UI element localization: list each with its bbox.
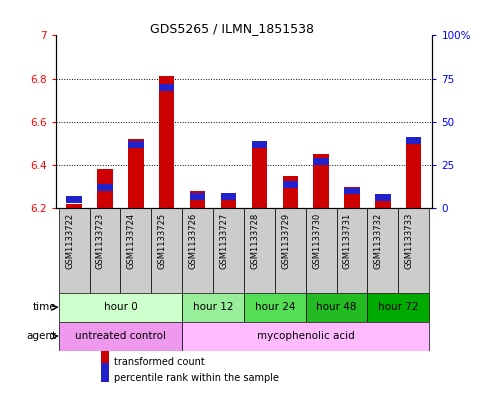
Bar — [97, 169, 113, 208]
Text: hour 24: hour 24 — [255, 302, 295, 312]
Bar — [221, 193, 236, 200]
Bar — [375, 195, 391, 202]
Text: GSM1133729: GSM1133729 — [281, 213, 290, 269]
Text: GSM1133732: GSM1133732 — [374, 213, 383, 269]
Text: transformed count: transformed count — [114, 356, 205, 367]
Text: GSM1133728: GSM1133728 — [250, 213, 259, 269]
Bar — [306, 293, 368, 322]
Text: GSM1133727: GSM1133727 — [219, 213, 228, 269]
Bar — [120, 208, 151, 293]
Bar — [306, 208, 337, 293]
Text: hour 48: hour 48 — [316, 302, 357, 312]
Bar — [128, 141, 143, 148]
Bar — [283, 176, 298, 208]
Bar — [97, 184, 113, 191]
Bar — [66, 204, 82, 208]
Bar — [151, 208, 182, 293]
Bar — [58, 208, 89, 293]
Text: GSM1133726: GSM1133726 — [188, 213, 198, 269]
Bar — [337, 208, 368, 293]
Bar — [58, 322, 182, 351]
Bar — [190, 193, 205, 200]
Bar — [344, 187, 360, 208]
Bar — [182, 322, 429, 351]
Text: GSM1133733: GSM1133733 — [405, 213, 414, 269]
Text: mycophenolic acid: mycophenolic acid — [257, 331, 355, 341]
Bar — [398, 208, 429, 293]
Text: hour 0: hour 0 — [103, 302, 137, 312]
Text: GSM1133730: GSM1133730 — [312, 213, 321, 269]
Bar — [252, 143, 267, 208]
Text: GSM1133731: GSM1133731 — [343, 213, 352, 269]
Text: GSM1133724: GSM1133724 — [127, 213, 136, 269]
Bar — [252, 141, 267, 148]
Text: GSM1133725: GSM1133725 — [158, 213, 167, 269]
Bar — [313, 154, 329, 208]
Bar — [101, 364, 109, 382]
Bar — [159, 77, 174, 208]
Text: hour 12: hour 12 — [193, 302, 233, 312]
Bar — [58, 293, 182, 322]
Bar — [221, 198, 236, 208]
Bar — [375, 198, 391, 208]
Bar — [283, 181, 298, 187]
Bar — [406, 143, 422, 208]
Bar — [159, 84, 174, 91]
Bar — [66, 196, 82, 203]
Bar — [406, 138, 422, 144]
Text: untreated control: untreated control — [75, 331, 166, 341]
Bar — [244, 293, 306, 322]
Bar — [128, 139, 143, 208]
Text: agent: agent — [26, 331, 56, 341]
Bar — [344, 187, 360, 195]
Text: percentile rank within the sample: percentile rank within the sample — [114, 373, 279, 383]
Text: GSM1133723: GSM1133723 — [96, 213, 105, 269]
Bar — [182, 293, 244, 322]
Bar — [213, 208, 244, 293]
Bar — [244, 208, 275, 293]
Text: hour 72: hour 72 — [378, 302, 419, 312]
Bar — [368, 293, 429, 322]
Bar — [368, 208, 398, 293]
Bar — [190, 191, 205, 208]
Text: time: time — [32, 302, 56, 312]
Bar — [101, 347, 109, 366]
Bar — [182, 208, 213, 293]
Bar — [275, 208, 306, 293]
Text: GDS5265 / ILMN_1851538: GDS5265 / ILMN_1851538 — [150, 22, 314, 35]
Text: GSM1133722: GSM1133722 — [65, 213, 74, 269]
Bar — [313, 158, 329, 165]
Bar — [89, 208, 120, 293]
